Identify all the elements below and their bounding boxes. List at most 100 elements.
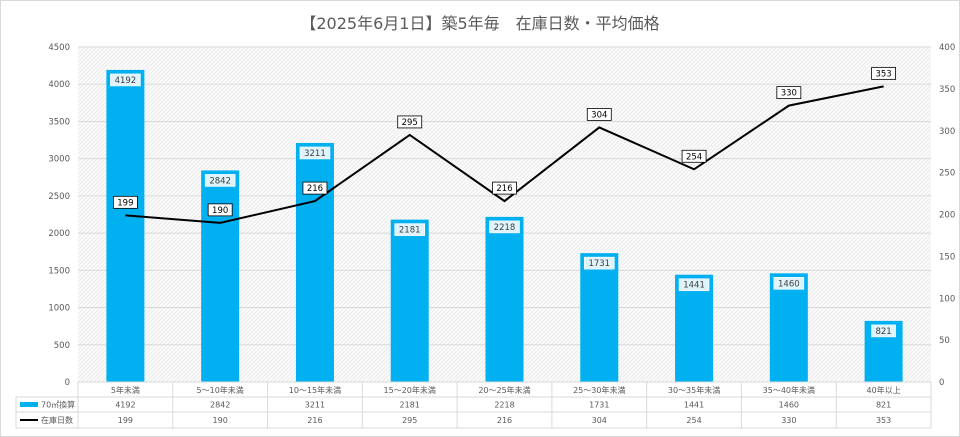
bar-data-label-box <box>110 73 141 87</box>
table-cell: 304 <box>592 416 607 425</box>
bar-data-label: 821 <box>875 327 891 337</box>
y-right-tick-label: 300 <box>939 127 955 137</box>
y-left-tick-label: 4500 <box>48 43 70 53</box>
line-series <box>125 85 884 224</box>
axes: 0 500 1000 1500 2000 2500 3000 3500 4000 4500 0 50 1… <box>48 43 955 388</box>
bar <box>295 142 334 382</box>
bar <box>675 274 714 382</box>
bar-data-label-box <box>773 277 805 290</box>
y-left-tick-label: 4000 <box>48 80 70 90</box>
y-left-tick-label: 500 <box>54 341 70 351</box>
line-data-label: 254 <box>686 152 702 162</box>
y-left-tick-label: 2000 <box>48 229 70 239</box>
x-category-label: 10～15年未満 <box>289 385 341 395</box>
y-right-tick-label: 350 <box>939 85 955 95</box>
legend-key-bar <box>20 402 38 407</box>
x-category-label: 20～25年未満 <box>478 385 530 395</box>
x-category-label: 35～40年未満 <box>763 385 815 395</box>
bar-data-label-box <box>394 223 426 236</box>
table-cell: 199 <box>118 416 133 425</box>
x-category-label: 15～20年未満 <box>384 385 436 395</box>
line-data-label-box <box>207 203 233 217</box>
bar-data-label: 1460 <box>778 279 800 289</box>
table-cell: 1441 <box>684 401 704 410</box>
bar-data-label-box <box>678 278 710 292</box>
line-data-label: 216 <box>307 184 323 194</box>
line-data-label: 190 <box>212 206 228 216</box>
x-category-label: 40年以上 <box>867 385 901 395</box>
table-cell: 821 <box>876 401 891 410</box>
bar <box>106 69 145 382</box>
bar <box>201 170 240 382</box>
line-data-label: 295 <box>402 118 418 128</box>
chart-title: 【2025年6月1日】築5年毎 在庫日数・平均価格 <box>300 14 660 33</box>
bar <box>580 253 619 382</box>
bar-data-label: 2218 <box>494 223 516 233</box>
y-right-tick-label: 200 <box>939 211 955 221</box>
bar-data-label: 2181 <box>399 226 421 236</box>
table-cell: 295 <box>402 416 417 425</box>
line-data-label-box <box>112 195 138 209</box>
y-right-tick-label: 150 <box>939 252 955 262</box>
bar-data-label: 1441 <box>683 281 705 291</box>
table-cell: 3211 <box>305 401 325 410</box>
y-left-tick-label: 1000 <box>48 304 70 314</box>
bar-data-label-box <box>299 146 331 160</box>
bar <box>390 219 429 382</box>
table-cell: 1460 <box>779 401 799 410</box>
y-right-tick-label: 100 <box>939 294 955 304</box>
line-data-label: 216 <box>496 184 512 194</box>
bar-data-label: 4192 <box>115 76 137 86</box>
table-row-label: 70㎡換算 <box>41 400 75 410</box>
y-left-tick-label: 3000 <box>48 155 70 165</box>
bar-data-label-box <box>583 256 615 270</box>
table-cell: 190 <box>213 416 228 425</box>
table-cell: 330 <box>781 416 796 425</box>
y-left-tick-label: 2500 <box>48 192 70 202</box>
bar-data-label-box <box>489 220 520 234</box>
x-category-label: 30～35年未満 <box>668 385 720 395</box>
x-category-label: 5年未満 <box>111 385 140 395</box>
bar-data-label: 3211 <box>304 149 326 159</box>
line-data-label-box <box>397 115 423 129</box>
table-cell: 216 <box>307 416 322 425</box>
table-cell: 254 <box>686 416 701 425</box>
table-cell: 216 <box>497 416 512 425</box>
y-right-tick-label: 50 <box>939 336 950 346</box>
table-row-label: 在庫日数 <box>41 415 73 425</box>
line-data-label: 199 <box>117 198 133 208</box>
bar-data-label: 1731 <box>588 259 610 269</box>
line-data-label-box <box>776 86 802 100</box>
line-data-label-box <box>492 181 517 195</box>
data-labels: 4192 2842 3211 2181 2218 1731 1441 1460 821 199 19… <box>110 66 897 338</box>
table-cell: 1731 <box>589 401 609 410</box>
x-category-label: 5～10年未満 <box>197 385 244 395</box>
y-right-tick-label: 0 <box>939 378 944 388</box>
bar <box>769 273 808 382</box>
bar-data-label-box <box>871 324 896 338</box>
line-data-label-box <box>681 149 707 163</box>
line-data-label-box <box>302 181 328 195</box>
table-cell: 2218 <box>494 401 514 410</box>
table-cell: 4192 <box>115 401 135 410</box>
table-cell: 2181 <box>400 401 420 410</box>
line-data-label-box <box>586 108 612 121</box>
y-right-tick-label: 400 <box>939 43 955 53</box>
x-category-label: 25～30年未満 <box>573 385 625 395</box>
data-table: 5年未満 5～10年未満 10～15年未満 15～20年未満 20～25年未満 25～30… <box>15 381 932 429</box>
line-series-path <box>125 85 884 224</box>
line-data-label: 304 <box>591 110 607 120</box>
line-data-label-box <box>871 66 897 80</box>
bar-data-label: 2842 <box>209 176 231 186</box>
line-data-label: 330 <box>781 89 797 99</box>
y-right-tick-label: 250 <box>939 169 955 179</box>
bar <box>485 216 524 382</box>
table-cell: 353 <box>876 416 891 425</box>
bar-data-label-box <box>204 174 236 187</box>
line-data-label: 353 <box>875 69 891 79</box>
table-cell: 2842 <box>210 401 230 410</box>
y-left-tick-label: 0 <box>65 378 70 388</box>
y-left-tick-label: 1500 <box>48 266 70 276</box>
y-left-tick-label: 3500 <box>48 117 70 127</box>
